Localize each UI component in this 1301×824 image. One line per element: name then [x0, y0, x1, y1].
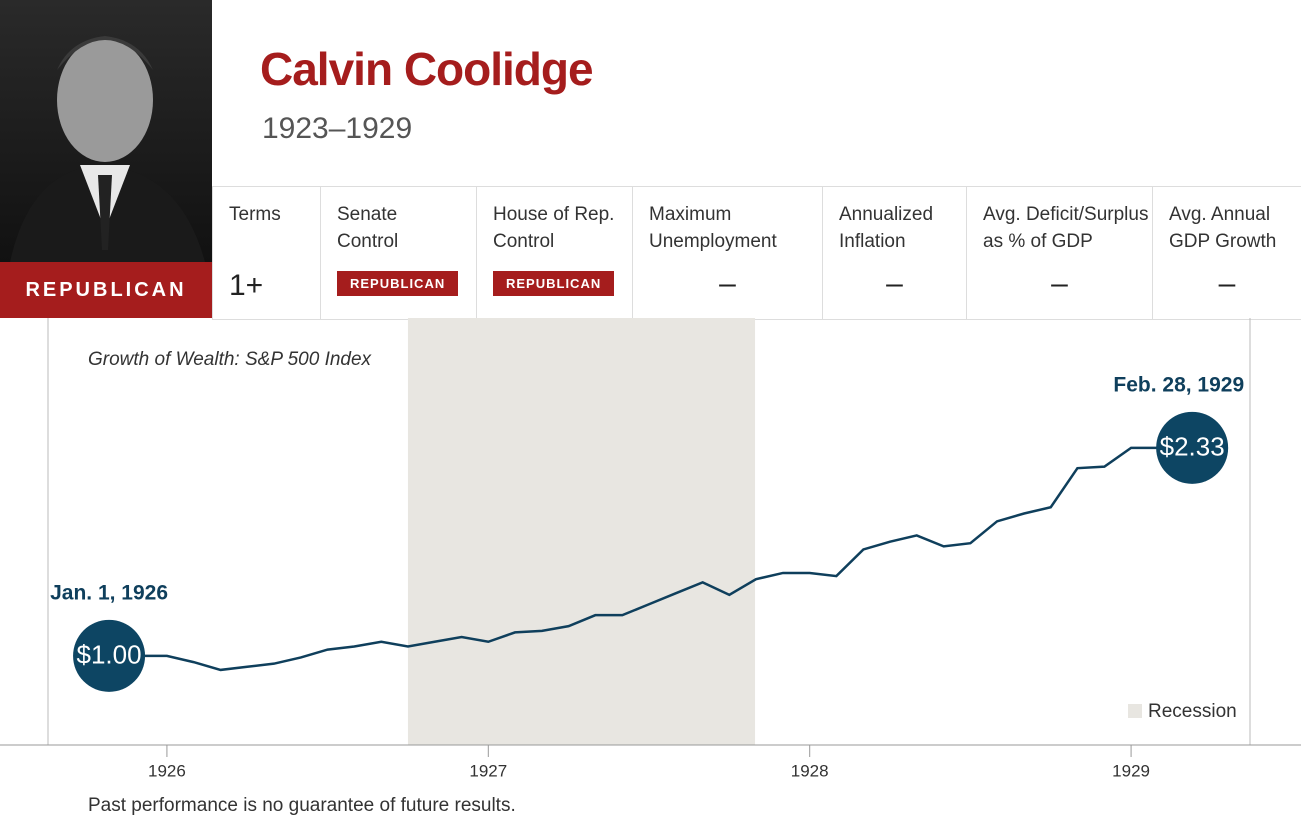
marker-label: $1.00	[77, 640, 142, 670]
stat-badge: REPUBLICAN	[493, 271, 615, 296]
stat-column: Maximum Unemployment –	[632, 187, 822, 319]
recession-band	[407, 318, 756, 745]
marker-label: $2.33	[1160, 432, 1225, 462]
stat-label: Terms	[229, 204, 281, 225]
value-marker	[73, 619, 146, 692]
x-tick-label: 1926	[148, 761, 186, 780]
portrait-art	[10, 36, 205, 262]
stat-column: House of Rep. Control REPUBLICAN	[476, 187, 632, 319]
stat-value: –	[1218, 267, 1236, 300]
term-years: 1923–1929	[262, 112, 413, 145]
portrait	[0, 0, 212, 262]
party-label: REPUBLICAN	[0, 262, 212, 318]
footnote: Past performance is no guarantee of futu…	[88, 795, 516, 816]
president-name: Calvin Coolidge	[260, 43, 594, 95]
stat-value: 1+	[229, 269, 264, 302]
stats-row: Terms 1+ Senate Control REPUBLICAN House of …	[212, 186, 1301, 320]
line-series	[109, 446, 1193, 672]
chart: Growth of Wealth: S&P 500 Index Recessio…	[0, 318, 1301, 780]
stat-column: Avg. Annual GDP Growth –	[1152, 187, 1301, 319]
date-label: Jan. 1, 1926	[50, 581, 168, 604]
stat-column: Annualized Inflation –	[822, 187, 966, 319]
stat-label: Avg. Annual GDP Growth	[1169, 204, 1277, 252]
stat-badge: REPUBLICAN	[337, 271, 459, 296]
x-tick-label: 1927	[469, 761, 507, 780]
stat-value: –	[719, 267, 736, 300]
x-tick-label: 1929	[1112, 761, 1150, 780]
x-tick-label: 1928	[791, 761, 829, 780]
chart-title: Growth of Wealth: S&P 500 Index	[88, 349, 373, 370]
stat-column: Avg. Deficit/Surplus as % of GDP –	[966, 187, 1152, 319]
stat-value: –	[886, 267, 903, 300]
legend-swatch	[1128, 704, 1142, 718]
stat-label: Maximum Unemployment	[649, 204, 777, 252]
stat-value: –	[1051, 267, 1068, 300]
stat-column: Terms 1+	[212, 187, 320, 319]
date-label: Feb. 28, 1929	[1113, 373, 1244, 396]
stat-label: Avg. Deficit/Surplus as % of GDP	[983, 204, 1149, 252]
legend-label: Recession	[1148, 701, 1237, 722]
stat-column: Senate Control REPUBLICAN	[320, 187, 476, 319]
stat-label: Senate Control	[337, 204, 399, 252]
stat-label: Annualized Inflation	[839, 204, 934, 252]
value-marker	[1156, 411, 1229, 484]
stat-label: House of Rep. Control	[493, 204, 615, 252]
